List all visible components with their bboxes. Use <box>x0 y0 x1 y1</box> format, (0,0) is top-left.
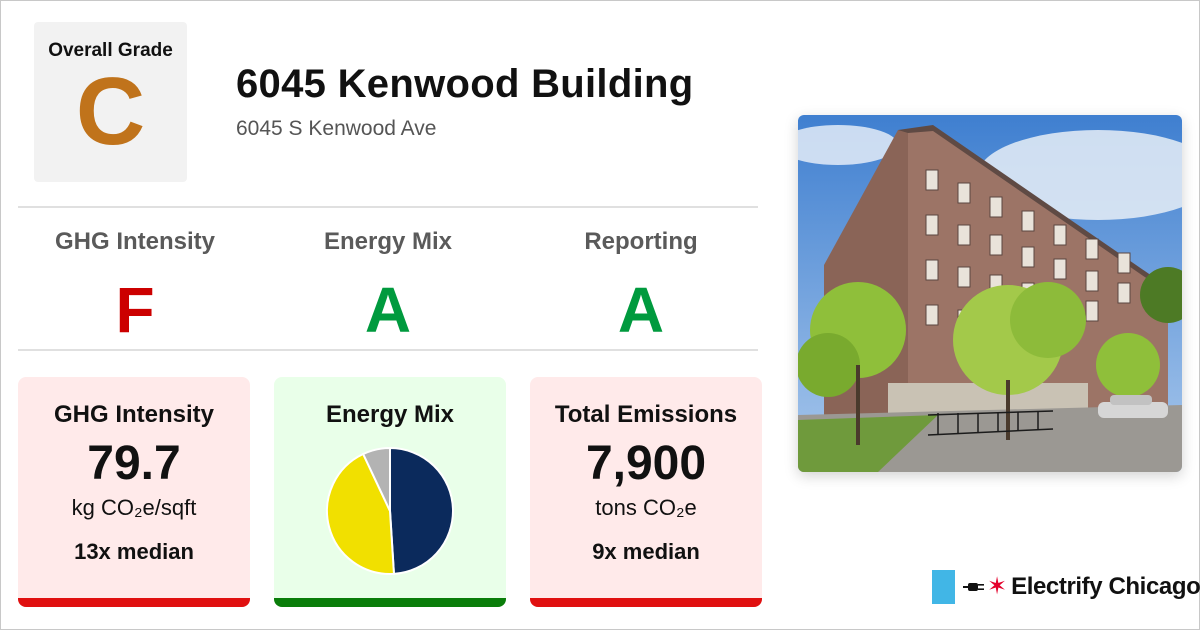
divider-top <box>18 206 758 208</box>
sub-grade-energy-mix: Energy Mix A <box>268 228 508 342</box>
building-address: 6045 S Kenwood Ave <box>236 117 437 140</box>
brand-name: Electrify Chicago <box>1011 573 1200 600</box>
building-photo <box>798 115 1182 472</box>
energy-mix-card-bar <box>274 598 506 607</box>
emissions-card-unit: tons CO₂e <box>595 495 697 521</box>
electrify-chicago-logo: ✶ Electrify Chicago <box>932 570 1200 604</box>
pie-slice-0 <box>389 447 454 575</box>
total-emissions-card: Total Emissions 7,900 tons CO₂e 9x media… <box>530 377 762 607</box>
sub-grade-ghg: GHG Intensity F <box>15 228 255 342</box>
overall-grade-label: Overall Grade <box>48 40 173 61</box>
energy-mix-card: Energy Mix <box>274 377 506 607</box>
ghg-card-value: 79.7 <box>87 437 181 490</box>
chicago-flag-icon <box>932 570 955 604</box>
divider-middle <box>18 349 758 351</box>
emissions-card-bar <box>530 598 762 607</box>
overall-grade-letter: C <box>75 58 146 165</box>
energy-mix-card-title: Energy Mix <box>325 401 455 428</box>
plug-icon <box>963 583 984 591</box>
energy-mix-pie-chart <box>326 447 454 575</box>
emissions-card-median: 9x median <box>592 539 700 565</box>
overall-grade-box: Overall Grade C <box>34 22 187 182</box>
sub-grade-reporting-label: Reporting <box>584 228 698 255</box>
sub-grade-ghg-label: GHG Intensity <box>54 228 216 255</box>
sub-grade-reporting-letter: A <box>617 274 665 346</box>
ghg-card-median: 13x median <box>74 539 194 565</box>
pie-slice-2 <box>361 447 391 512</box>
ghg-card-bar <box>18 598 250 607</box>
sub-grade-reporting: Reporting A <box>521 228 761 342</box>
ghg-card-title: GHG Intensity <box>53 401 215 428</box>
red-star-icon: ✶ <box>987 573 1008 600</box>
sub-grade-energy-mix-letter: A <box>364 274 412 346</box>
sub-grade-ghg-letter: F <box>115 274 155 346</box>
ghg-card-unit: kg CO₂e/sqft <box>71 495 197 521</box>
emissions-card-value: 7,900 <box>585 437 707 490</box>
sub-grade-energy-mix-label: Energy Mix <box>323 228 453 255</box>
emissions-card-title: Total Emissions <box>554 401 738 428</box>
building-name: 6045 Kenwood Building <box>236 62 694 106</box>
ghg-intensity-card: GHG Intensity 79.7 kg CO₂e/sqft 13x medi… <box>18 377 250 607</box>
